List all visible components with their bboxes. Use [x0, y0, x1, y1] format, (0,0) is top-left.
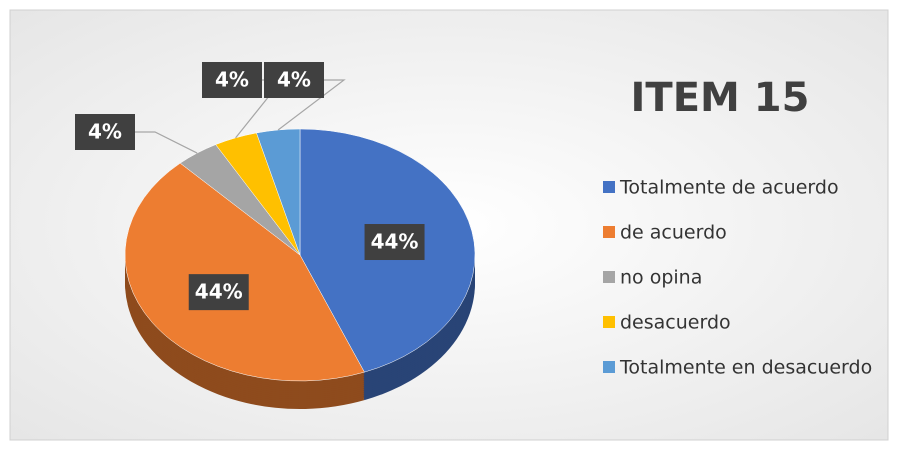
data-label: 4%	[215, 68, 249, 92]
legend-swatch	[603, 316, 615, 328]
slice	[256, 128, 301, 256]
legend-swatch	[603, 226, 615, 238]
legend-swatch	[603, 361, 615, 373]
data-label-box	[364, 224, 425, 261]
leader-line	[277, 79, 346, 131]
legend-label: no opina	[620, 267, 702, 289]
data-label-box	[75, 114, 135, 150]
data-label: 4%	[277, 68, 311, 92]
leader-line	[130, 131, 198, 154]
legend-label: Totalmente de acuerdo	[619, 177, 839, 199]
data-label: 4%	[88, 120, 122, 144]
legend-label: Totalmente en desacuerdo	[619, 357, 872, 379]
chart-title: ITEM 15	[631, 75, 810, 121]
data-label-box	[202, 62, 262, 98]
data-label-box	[264, 62, 324, 98]
data-label: 44%	[195, 280, 243, 304]
legend-label: desacuerdo	[620, 312, 731, 334]
data-label: 44%	[371, 230, 419, 254]
legend-swatch	[603, 181, 615, 193]
data-label-box	[188, 274, 249, 311]
slice	[124, 162, 365, 382]
legend-swatch	[603, 271, 615, 283]
legend-label: de acuerdo	[620, 222, 727, 244]
